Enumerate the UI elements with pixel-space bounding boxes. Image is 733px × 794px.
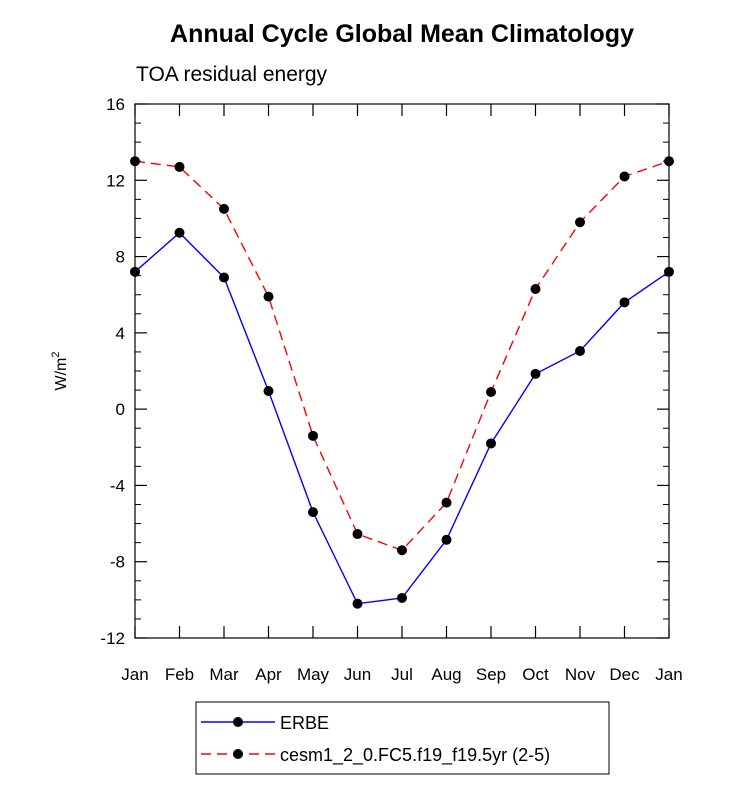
legend-label-1: cesm1_2_0.FC5.f19_f19.5yr (2-5) bbox=[280, 745, 550, 766]
y-axis-label: W/m2 bbox=[50, 352, 70, 391]
data-point bbox=[664, 266, 674, 277]
chart-subtitle: TOA residual energy bbox=[136, 63, 328, 86]
x-tick-label: Oct bbox=[522, 665, 549, 684]
data-point bbox=[486, 438, 496, 449]
series-line-1 bbox=[134, 160, 670, 552]
data-point bbox=[441, 497, 452, 508]
data-point bbox=[575, 217, 585, 228]
legend-box bbox=[195, 701, 610, 775]
data-point bbox=[619, 297, 630, 308]
data-point bbox=[486, 386, 496, 397]
y-tick-label: 0 bbox=[116, 400, 125, 419]
plot-area bbox=[134, 103, 670, 639]
x-tick-label: Nov bbox=[565, 665, 596, 684]
data-point bbox=[263, 291, 274, 302]
x-tick-label: Aug bbox=[431, 665, 461, 684]
x-tick-label: Jul bbox=[391, 665, 413, 684]
plot-frame bbox=[134, 103, 670, 639]
data-point bbox=[219, 272, 229, 283]
y-axis-label-superscript: 2 bbox=[50, 352, 62, 358]
data-point bbox=[352, 529, 363, 540]
data-point bbox=[441, 534, 452, 545]
x-tick-label: Sep bbox=[476, 665, 506, 684]
data-point bbox=[308, 430, 318, 441]
x-tick-label: Apr bbox=[255, 665, 282, 684]
data-point bbox=[130, 156, 140, 167]
x-tick-label: Jan bbox=[121, 665, 148, 684]
data-point bbox=[619, 171, 630, 182]
series-group bbox=[130, 156, 674, 609]
x-tick-label: Jan bbox=[655, 665, 682, 684]
data-point bbox=[530, 368, 541, 379]
data-point bbox=[352, 598, 363, 609]
x-tick-label: Mar bbox=[209, 665, 239, 684]
data-point bbox=[174, 227, 185, 238]
x-tick-label: Jun bbox=[344, 665, 371, 684]
legend-marker-1 bbox=[233, 749, 243, 759]
data-point bbox=[308, 507, 318, 518]
data-point bbox=[263, 386, 274, 397]
y-tick-label: -4 bbox=[110, 476, 125, 495]
axes: -12 -8 -4 0 4 8 12 16 Jan Feb Mar Apr May Jun Jul Aug Se… bbox=[100, 95, 682, 684]
chart-title: Annual Cycle Global Mean Climatology bbox=[170, 20, 634, 48]
x-tick-label: Dec bbox=[609, 665, 640, 684]
y-tick-label: 8 bbox=[116, 248, 125, 267]
y-tick-label: 4 bbox=[116, 324, 125, 343]
x-tick-label: Feb bbox=[165, 665, 194, 684]
legend-label-0: ERBE bbox=[280, 713, 329, 733]
y-tick-label: 16 bbox=[106, 95, 125, 114]
data-point bbox=[397, 545, 407, 556]
data-point bbox=[664, 156, 674, 167]
data-point bbox=[530, 283, 541, 294]
y-tick-label: 12 bbox=[106, 171, 125, 190]
data-point bbox=[130, 266, 140, 277]
x-tick-label: May bbox=[297, 665, 330, 684]
data-point bbox=[174, 161, 185, 172]
legend: ERBE cesm1_2_0.FC5.f19_f19.5yr (2-5) bbox=[195, 701, 610, 775]
y-axis-label-base: W/m bbox=[53, 358, 70, 391]
data-point bbox=[397, 592, 407, 603]
y-tick-label: -8 bbox=[110, 553, 125, 572]
y-tick-label: -12 bbox=[100, 629, 125, 648]
data-point bbox=[219, 203, 229, 214]
legend-marker-0 bbox=[233, 717, 243, 727]
data-point bbox=[575, 345, 585, 356]
